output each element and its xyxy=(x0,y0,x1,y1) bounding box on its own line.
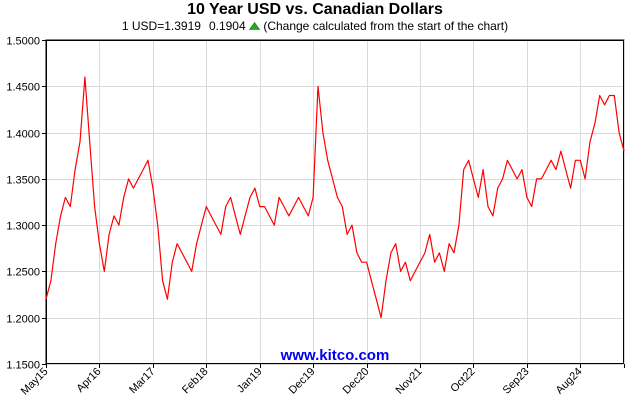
x-tick-label: Aug24 xyxy=(554,366,585,397)
chart-title: 10 Year USD vs. Canadian Dollars xyxy=(187,1,443,18)
x-tick-label: Nov21 xyxy=(394,366,425,397)
x-tick-label: Mar17 xyxy=(127,366,158,397)
change-up-icon xyxy=(248,21,261,30)
change-value: 0.1904 xyxy=(208,19,246,33)
x-tick-label: Dec19 xyxy=(287,366,318,397)
y-tick-label: 1.4500 xyxy=(6,82,40,94)
y-tick-label: 1.4000 xyxy=(6,129,40,141)
x-tick-label: Oct22 xyxy=(448,366,477,395)
chart-subtitle: 1 USD=1.3919 0.1904 (Change calculated fr… xyxy=(0,19,630,33)
y-tick-label: 1.2000 xyxy=(6,314,40,326)
x-tick-label: Apr16 xyxy=(74,366,103,395)
x-tick-label: Dec20 xyxy=(341,366,372,397)
y-tick-label: 1.3000 xyxy=(6,221,40,233)
x-tick-label: Feb18 xyxy=(180,366,211,397)
change-note: (Change calculated from the start of the… xyxy=(263,19,509,33)
rate-text: 1 USD=1.3919 xyxy=(121,19,201,33)
x-tick-label: Sep23 xyxy=(501,366,532,397)
plot-border xyxy=(46,40,624,364)
y-tick-label: 1.3500 xyxy=(6,175,40,187)
y-tick-label: 1.2500 xyxy=(6,267,40,279)
y-tick-label: 1.5000 xyxy=(6,36,40,48)
plot-frame xyxy=(45,39,625,365)
watermark-link: www.kitco.com xyxy=(280,347,390,364)
series-line xyxy=(45,76,625,319)
y-tick-label: 1.1500 xyxy=(6,360,40,372)
x-tick-label: Jan19 xyxy=(235,366,265,396)
